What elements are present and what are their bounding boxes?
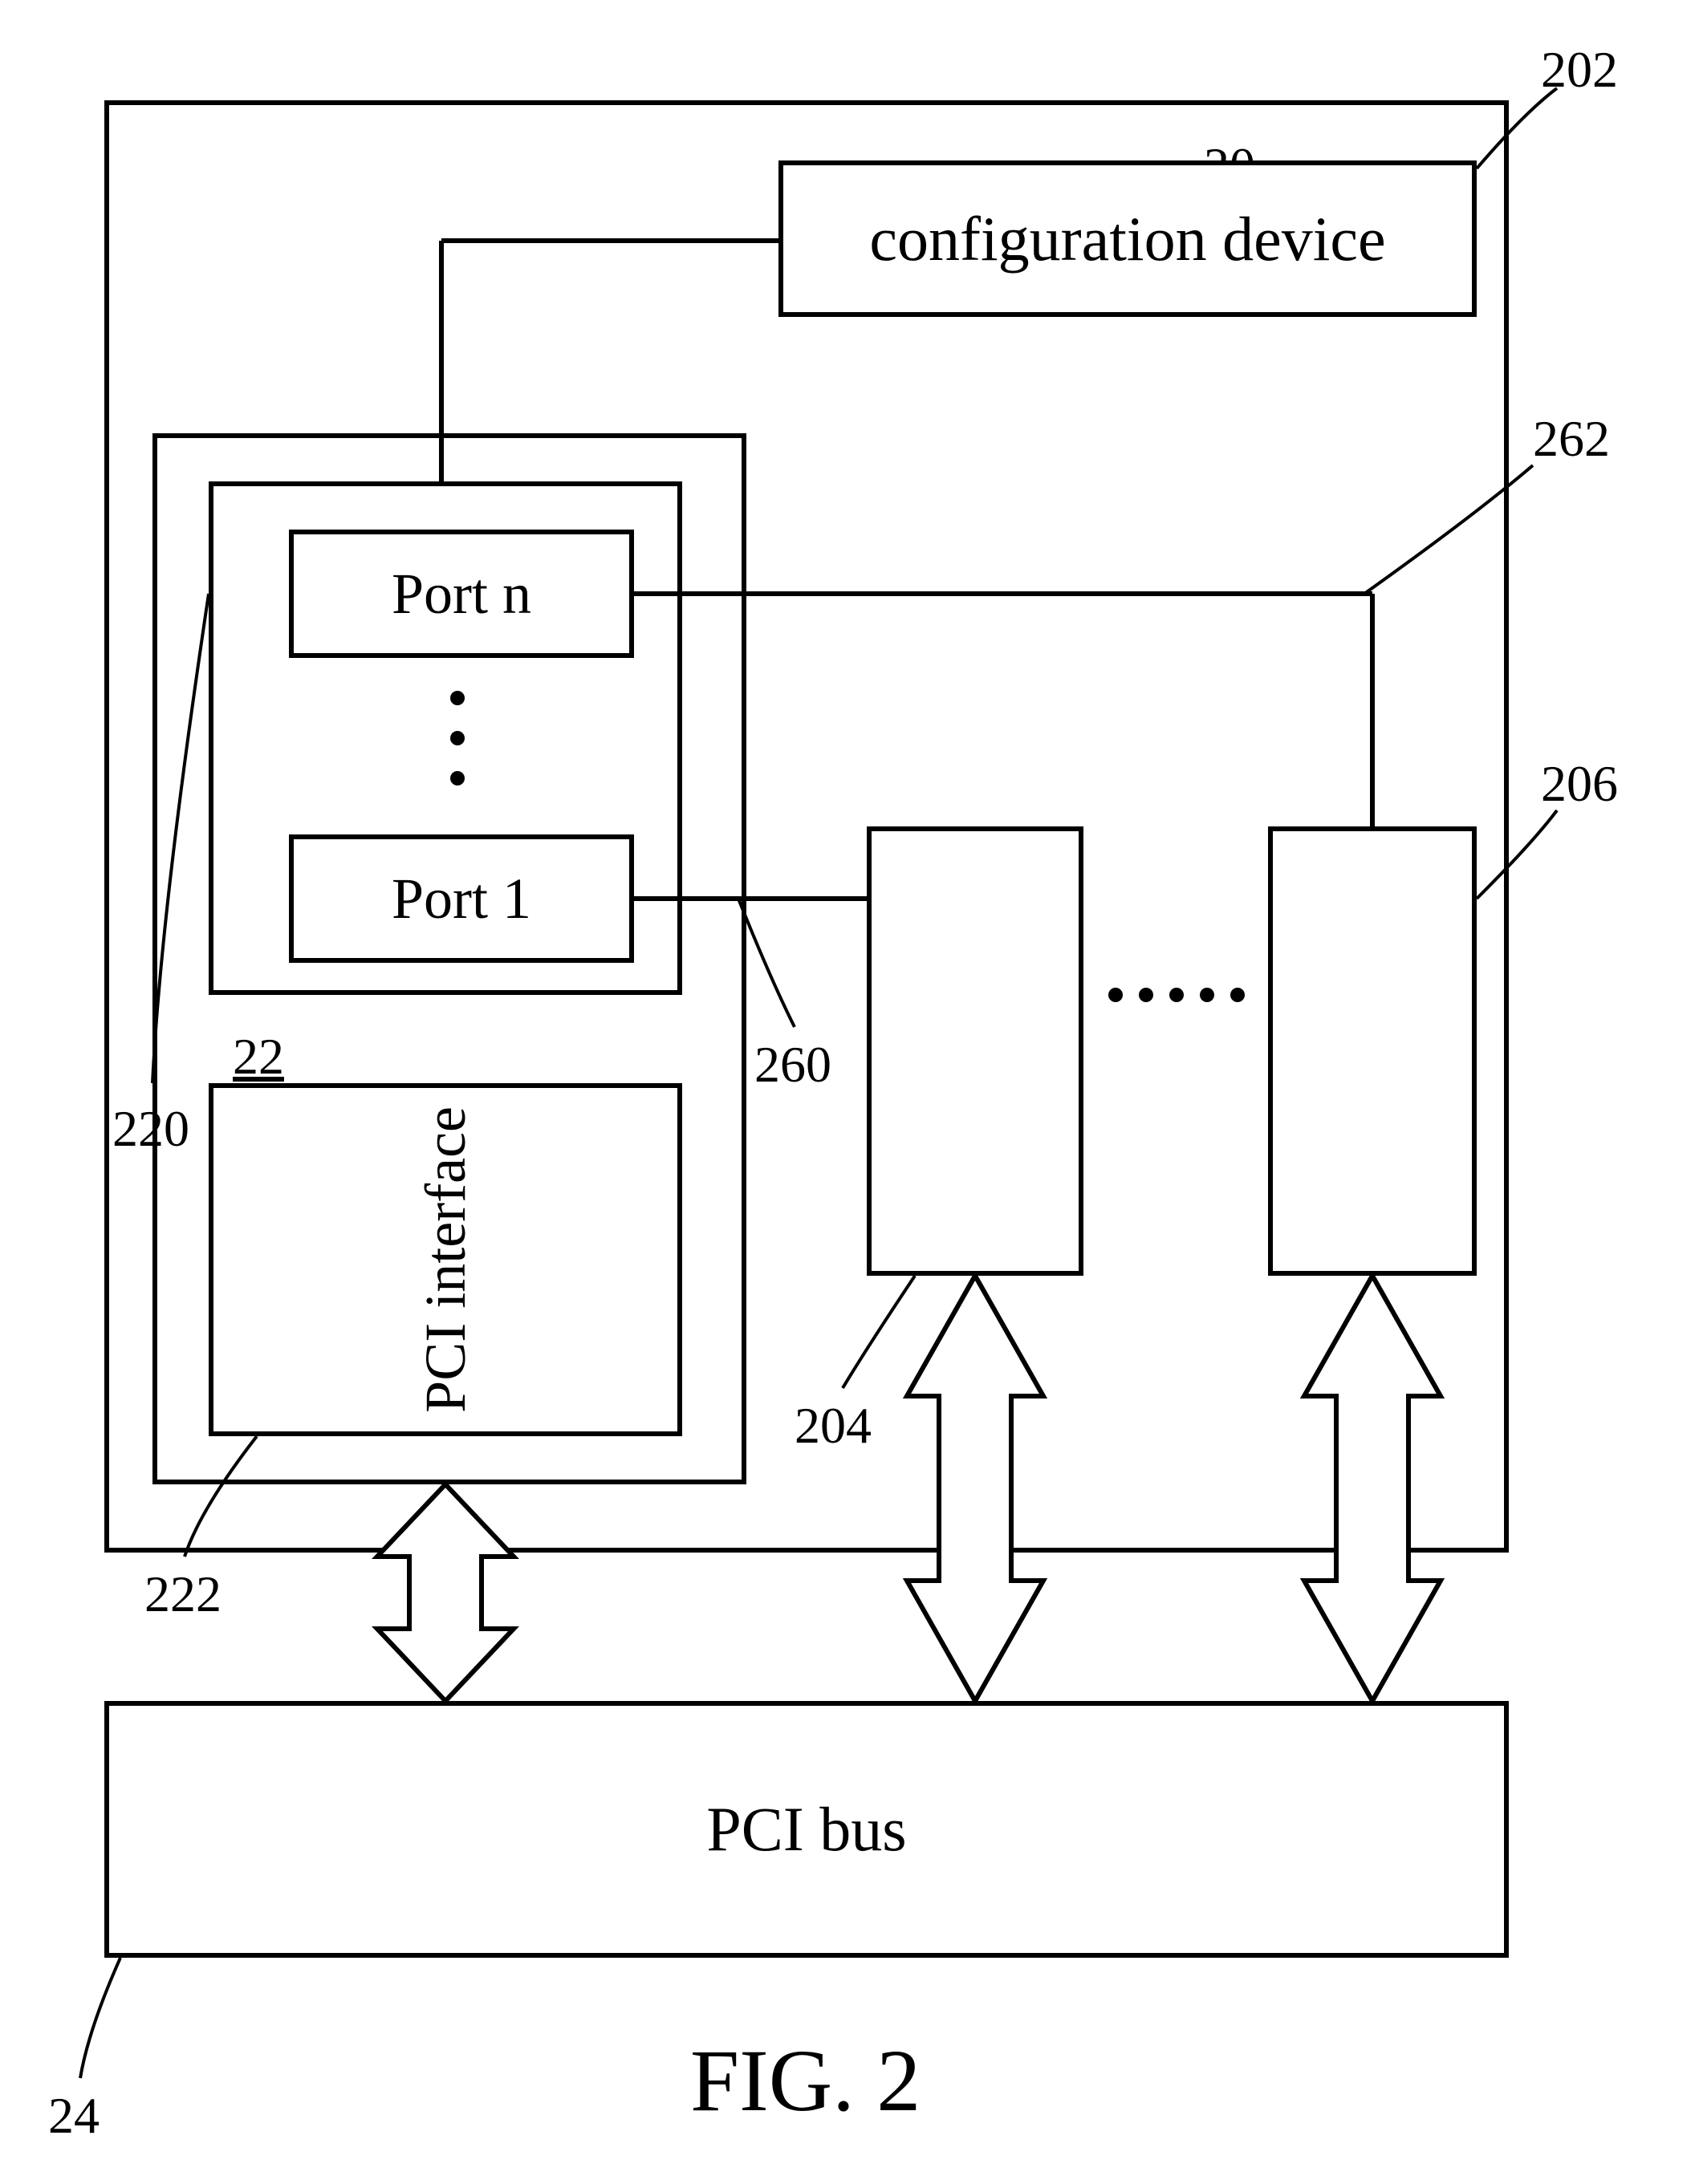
ref-206: 206: [1541, 754, 1618, 814]
callout-lines: [32, 32, 1667, 2152]
ref-262: 262: [1533, 409, 1610, 469]
ref-222: 222: [144, 1565, 222, 1624]
ref-24: 24: [48, 2086, 100, 2145]
ref-260: 260: [754, 1035, 831, 1094]
figure-canvas: 20 configuration device 22 Port n Port 1…: [32, 32, 1667, 2152]
ref-202: 202: [1541, 40, 1618, 99]
ref-220: 220: [112, 1099, 189, 1159]
figure-label: FIG. 2: [690, 2030, 921, 2132]
ref-204: 204: [795, 1396, 872, 1455]
